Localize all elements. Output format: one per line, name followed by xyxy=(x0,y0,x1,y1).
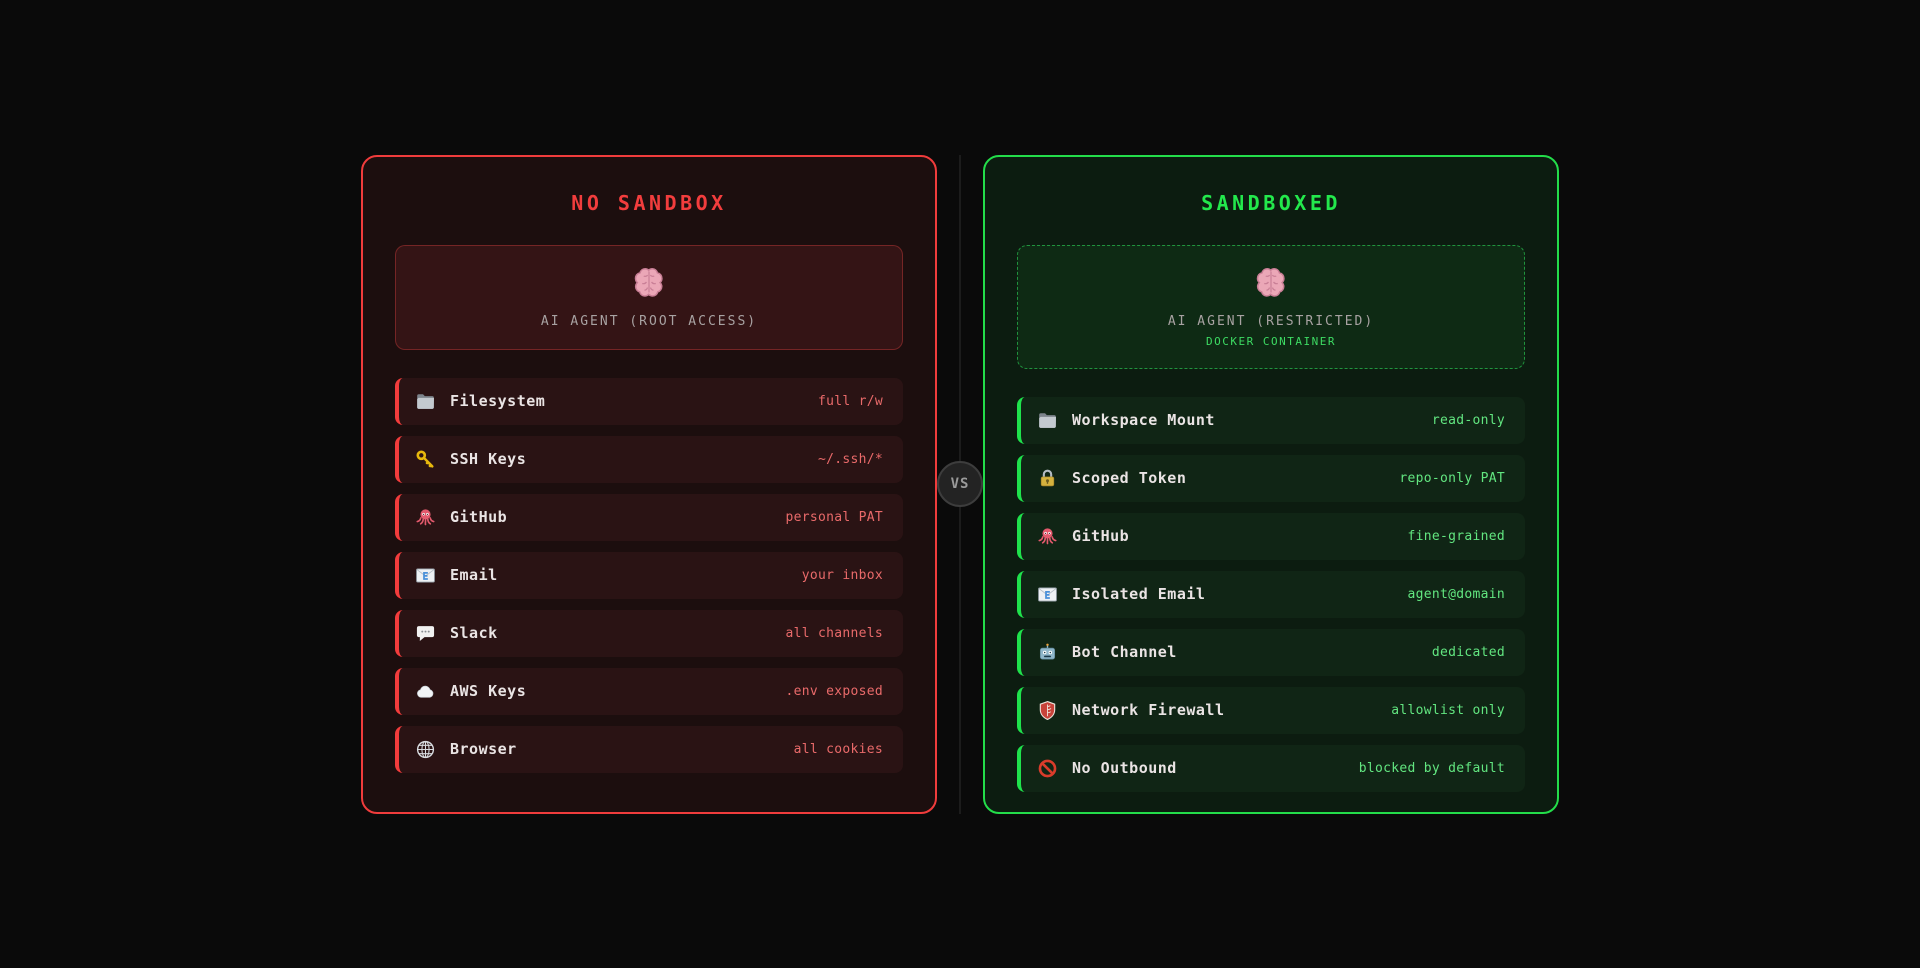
agent-name: AI AGENT (RESTRICTED) xyxy=(1167,313,1375,329)
row-value: personal PAT xyxy=(785,509,883,525)
agent-container-label: DOCKER CONTAINER xyxy=(1206,334,1336,348)
key-icon xyxy=(415,449,436,470)
no-entry-icon xyxy=(1037,758,1058,779)
row-label: Browser xyxy=(450,740,517,758)
row-value: read-only xyxy=(1431,412,1505,428)
row-isolated-email: Isolated Email agent@domain xyxy=(1017,570,1525,618)
vs-badge: VS xyxy=(937,461,983,507)
row-value: your inbox xyxy=(801,567,883,583)
row-label: GitHub xyxy=(1072,527,1130,545)
panel-title: NO SANDBOX xyxy=(571,190,727,215)
capability-list: Filesystem full r/w SSH Keys ~/.ssh/* Gi… xyxy=(395,377,903,773)
folder-icon xyxy=(1037,410,1058,431)
row-value: .env exposed xyxy=(785,683,883,699)
row-browser: Browser all cookies xyxy=(395,725,903,773)
row-aws-keys: AWS Keys .env exposed xyxy=(395,667,903,715)
agent-box: AI AGENT (RESTRICTED) DOCKER CONTAINER xyxy=(1017,244,1525,369)
row-label: Workspace Mount xyxy=(1072,411,1215,429)
brain-icon xyxy=(1253,264,1289,300)
octopus-icon xyxy=(1037,526,1058,547)
row-scoped-token: Scoped Token repo-only PAT xyxy=(1017,454,1525,502)
row-github: GitHub personal PAT xyxy=(395,493,903,541)
panel-title: SANDBOXED xyxy=(1201,190,1341,215)
row-label: Scoped Token xyxy=(1072,469,1187,487)
row-label: Isolated Email xyxy=(1072,585,1206,603)
row-email: Email your inbox xyxy=(395,551,903,599)
row-value: full r/w xyxy=(817,393,883,409)
row-value: all channels xyxy=(785,625,883,641)
row-no-outbound: No Outbound blocked by default xyxy=(1017,744,1525,792)
panel-no-sandbox: NO SANDBOX AI AGENT (ROOT ACCESS) Filesy… xyxy=(361,154,937,814)
row-bot-channel: Bot Channel dedicated xyxy=(1017,628,1525,676)
row-value: ~/.ssh/* xyxy=(817,451,883,467)
agent-name: AI AGENT (ROOT ACCESS) xyxy=(540,313,758,329)
speech-balloon-icon xyxy=(415,623,436,644)
row-slack: Slack all channels xyxy=(395,609,903,657)
row-label: GitHub xyxy=(450,508,508,526)
row-ssh-keys: SSH Keys ~/.ssh/* xyxy=(395,435,903,483)
email-icon xyxy=(415,565,436,586)
row-value: agent@domain xyxy=(1407,586,1505,602)
row-label: Network Firewall xyxy=(1072,701,1225,719)
cloud-icon xyxy=(415,681,436,702)
agent-box: AI AGENT (ROOT ACCESS) xyxy=(395,244,903,350)
robot-icon xyxy=(1037,642,1058,663)
email-icon xyxy=(1037,584,1058,605)
row-network-firewall: Network Firewall allowlist only xyxy=(1017,686,1525,734)
row-value: allowlist only xyxy=(1391,702,1505,718)
row-label: Bot Channel xyxy=(1072,643,1177,661)
row-github: GitHub fine-grained xyxy=(1017,512,1525,560)
row-value: blocked by default xyxy=(1358,760,1505,776)
globe-icon xyxy=(415,739,436,760)
row-label: Slack xyxy=(450,624,498,642)
row-filesystem: Filesystem full r/w xyxy=(395,377,903,425)
row-label: AWS Keys xyxy=(450,682,527,700)
lock-icon xyxy=(1037,468,1058,489)
row-label: SSH Keys xyxy=(450,450,527,468)
row-workspace-mount: Workspace Mount read-only xyxy=(1017,396,1525,444)
row-value: all cookies xyxy=(793,741,883,757)
brain-icon xyxy=(631,264,667,300)
row-label: Email xyxy=(450,566,498,584)
folder-icon xyxy=(415,391,436,412)
shield-icon xyxy=(1037,700,1058,721)
row-value: repo-only PAT xyxy=(1399,470,1505,486)
capability-list: Workspace Mount read-only Scoped Token r… xyxy=(1017,396,1525,792)
row-label: Filesystem xyxy=(450,392,546,410)
row-label: No Outbound xyxy=(1072,759,1177,777)
row-value: fine-grained xyxy=(1407,528,1505,544)
row-value: dedicated xyxy=(1431,644,1505,660)
sandbox-comparison: NO SANDBOX AI AGENT (ROOT ACCESS) Filesy… xyxy=(361,154,1559,814)
panel-sandboxed: SANDBOXED AI AGENT (RESTRICTED) DOCKER C… xyxy=(983,154,1559,814)
octopus-icon xyxy=(415,507,436,528)
